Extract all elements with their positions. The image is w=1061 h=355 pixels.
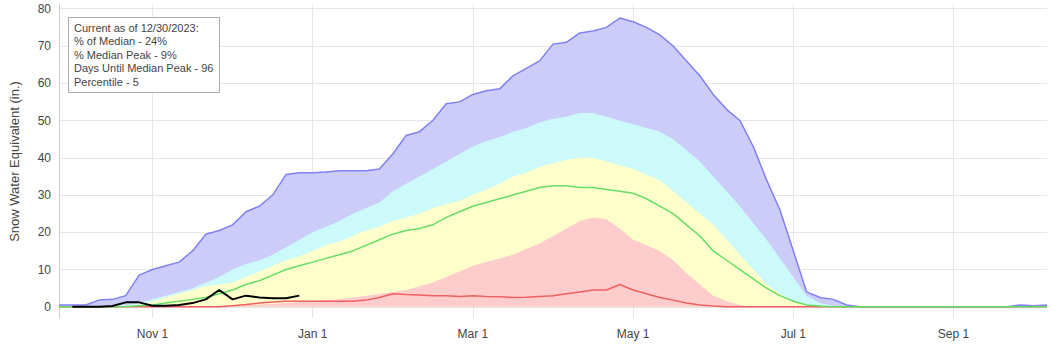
svg-text:0: 0 — [44, 300, 51, 314]
svg-text:% of Median - 24%: % of Median - 24% — [74, 35, 167, 47]
svg-text:Snow Water Equivalent (in.): Snow Water Equivalent (in.) — [7, 81, 22, 242]
svg-text:May 1: May 1 — [617, 327, 650, 341]
svg-text:20: 20 — [38, 225, 52, 239]
svg-text:Sep 1: Sep 1 — [938, 327, 970, 341]
svg-text:Nov 1: Nov 1 — [137, 327, 169, 341]
svg-text:Current as of 12/30/2023:: Current as of 12/30/2023: — [74, 22, 199, 34]
svg-text:% Median Peak - 9%: % Median Peak - 9% — [74, 49, 177, 61]
svg-text:Mar 1: Mar 1 — [458, 327, 489, 341]
svg-text:Jul 1: Jul 1 — [781, 327, 807, 341]
svg-text:50: 50 — [38, 114, 52, 128]
svg-text:Jan 1: Jan 1 — [298, 327, 328, 341]
svg-text:60: 60 — [38, 76, 52, 90]
svg-text:70: 70 — [38, 39, 52, 53]
svg-text:80: 80 — [38, 2, 52, 16]
svg-text:40: 40 — [38, 151, 52, 165]
svg-text:Percentile - 5: Percentile - 5 — [74, 76, 139, 88]
svg-text:30: 30 — [38, 188, 52, 202]
svg-text:Days Until Median Peak - 96: Days Until Median Peak - 96 — [74, 62, 213, 74]
svg-text:10: 10 — [38, 263, 52, 277]
